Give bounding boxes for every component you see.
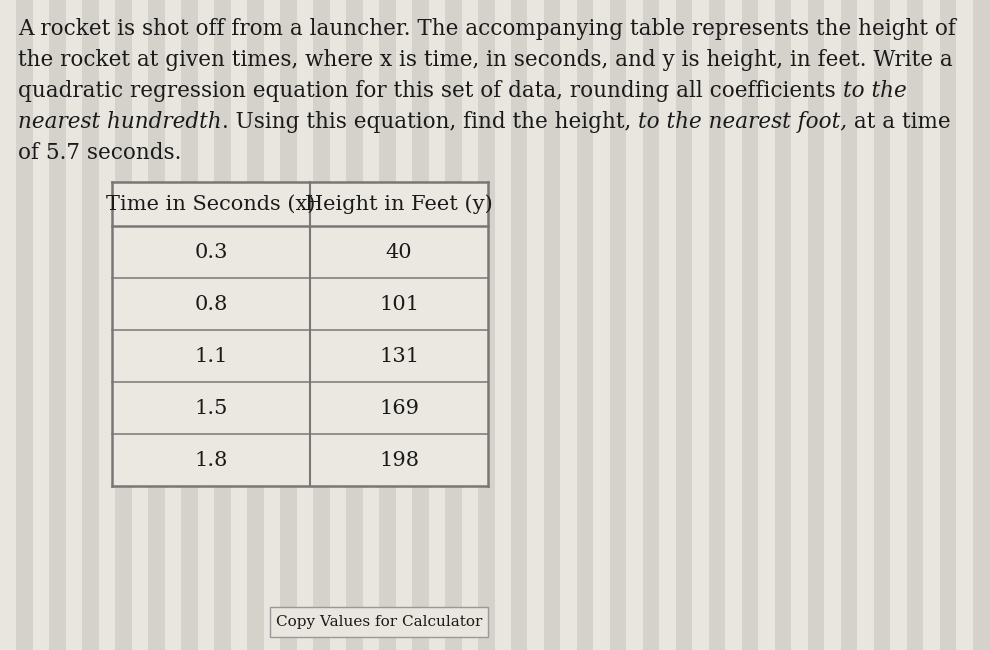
Text: Height in Feet (y): Height in Feet (y)	[306, 194, 493, 214]
Text: at a time: at a time	[847, 111, 950, 133]
Text: A rocket is shot off from a launcher. The accompanying table represents the heig: A rocket is shot off from a launcher. Th…	[18, 18, 956, 40]
Text: Copy Values for Calculator: Copy Values for Calculator	[276, 615, 483, 629]
Text: . Using this equation, find the height,: . Using this equation, find the height,	[222, 111, 638, 133]
Text: nearest hundredth: nearest hundredth	[18, 111, 222, 133]
Text: 1.1: 1.1	[194, 346, 227, 365]
Text: the rocket at given times, where x is time, in seconds, and y is height, in feet: the rocket at given times, where x is ti…	[18, 49, 952, 71]
Text: Time in Seconds (x): Time in Seconds (x)	[106, 194, 315, 213]
Text: 169: 169	[379, 398, 419, 417]
Text: 101: 101	[379, 294, 419, 313]
Text: to the: to the	[843, 80, 906, 102]
Text: 198: 198	[379, 450, 419, 469]
Text: 0.8: 0.8	[194, 294, 227, 313]
Text: 1.8: 1.8	[194, 450, 227, 469]
Text: 40: 40	[386, 242, 412, 261]
Text: 0.3: 0.3	[194, 242, 227, 261]
Text: 131: 131	[379, 346, 419, 365]
Text: of 5.7 seconds.: of 5.7 seconds.	[18, 142, 181, 164]
Text: 1.5: 1.5	[194, 398, 227, 417]
Text: quadratic regression equation for this set of data, rounding all coefficients: quadratic regression equation for this s…	[18, 80, 843, 102]
Text: to the nearest foot,: to the nearest foot,	[638, 111, 847, 133]
